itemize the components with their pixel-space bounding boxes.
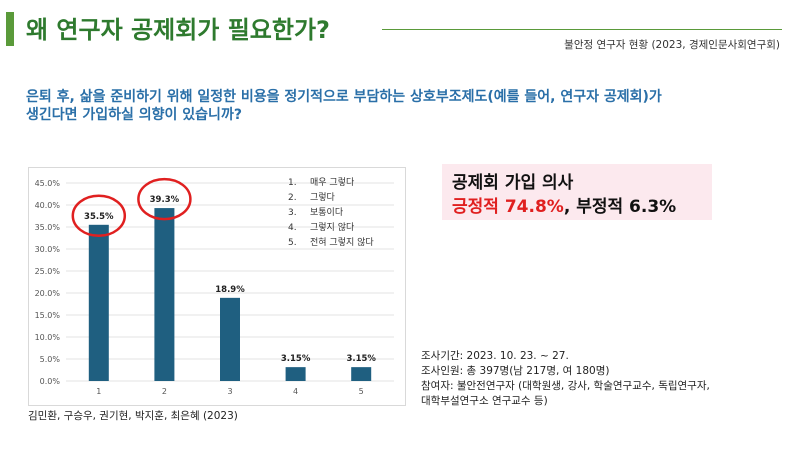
x-tick-label: 5 [359,387,364,396]
source-authors: 김민환, 구승우, 권기현, 박지훈, 최은혜 (2023) [28,410,238,422]
legend-item: 5. 전혀 그렇지 않다 [288,236,374,251]
chart-frame: 0.0% 5.0% 10.0% 15.0% 20.0% 25.0% 30.0% 35.0% 40… [28,167,406,406]
y-tick-label: 20.0% [35,289,61,298]
data-label: 35.5% [84,212,114,222]
legend-number: 5. [288,238,297,248]
y-tick-label: 0.0% [40,377,61,386]
bar-chart: 0.0% 5.0% 10.0% 15.0% 20.0% 25.0% 30.0% 35.0% 40… [35,177,394,396]
legend-item: 3. 보통이다 [288,206,374,221]
x-tick-label: 3 [227,387,232,396]
callout-summary: 긍정적 74.8%, 부정적 6.3% [452,192,676,217]
question-line-2: 생긴다면 가입하실 의향이 있습니까? [26,107,242,123]
question-line-1: 은퇴 후, 삶을 준비하기 위해 일정한 비용을 정기적으로 부담하는 상호부조… [26,89,662,105]
legend-number: 3. [288,208,297,218]
negative-share: 부정적 6.3% [576,197,677,217]
callout-title: 공제회 가입 의사 [452,173,574,193]
legend-label: 그렇지 않다 [310,223,355,233]
y-tick-label: 25.0% [35,267,61,276]
y-tick-label: 5.0% [40,355,61,364]
legend-item: 4. 그렇지 않다 [288,221,374,236]
bar [88,224,109,381]
data-label: 3.15% [281,354,311,364]
x-tick-label: 2 [162,387,167,396]
positive-share: 긍정적 74.8% [452,197,564,217]
legend-label: 전혀 그렇지 않다 [310,238,374,248]
page-title: 왜 연구자 공제회가 필요한가? [26,16,330,44]
survey-info: 조사기간: 2023. 10. 23. ~ 27. 조사인원: 총 397명(남… [421,349,710,409]
y-tick-label: 15.0% [35,311,61,320]
highlight-circle [137,177,192,221]
survey-period: 조사기간: 2023. 10. 23. ~ 27. [421,350,569,362]
survey-participants-cont: 대학부설연구소 연구교수 등) [421,395,548,407]
legend-label: 매우 그렇다 [310,178,355,188]
bar [154,208,175,381]
title-underline [382,29,782,30]
legend-item: 1. 매우 그렇다 [288,176,374,191]
chart-legend: 1. 매우 그렇다 2. 그렇다 3. 보통이다 4. 그렇지 않다 5. 전혀 그렇지 … [288,176,374,251]
data-label: 39.3% [150,195,180,205]
x-tick-label: 4 [293,387,298,396]
legend-number: 4. [288,223,297,233]
legend-label: 그렇다 [310,193,335,203]
y-tick-label: 40.0% [35,201,61,210]
legend-label: 보통이다 [310,208,344,218]
bar [220,297,240,381]
data-label: 3.15% [346,354,376,364]
page-subtitle: 불안정 연구자 현황 (2023, 경제인문사회연구회) [564,39,780,51]
legend-number: 1. [288,178,297,188]
title-accent-bar [6,12,14,46]
legend-item: 2. 그렇다 [288,191,374,206]
bar [351,367,372,381]
survey-participants: 참여자: 불안전연구자 (대학원생, 강사, 학술연구교수, 독립연구자, [421,380,710,392]
y-tick-label: 45.0% [35,179,61,188]
survey-question: 은퇴 후, 삶을 준비하기 위해 일정한 비용을 정기적으로 부담하는 상호부조… [26,88,766,124]
callout-separator: , [563,197,571,217]
legend-number: 2. [288,193,297,203]
y-tick-label: 35.0% [35,223,61,232]
bar [285,367,306,381]
x-tick-label: 1 [96,387,101,396]
y-tick-label: 10.0% [35,333,61,342]
highlight-circle [71,194,127,238]
survey-sample: 조사인원: 총 397명(남 217명, 여 180명) [421,365,610,377]
data-label: 18.9% [215,285,245,295]
y-tick-label: 30.0% [35,245,61,254]
result-callout: 공제회 가입 의사 긍정적 74.8%, 부정적 6.3% [442,164,712,220]
